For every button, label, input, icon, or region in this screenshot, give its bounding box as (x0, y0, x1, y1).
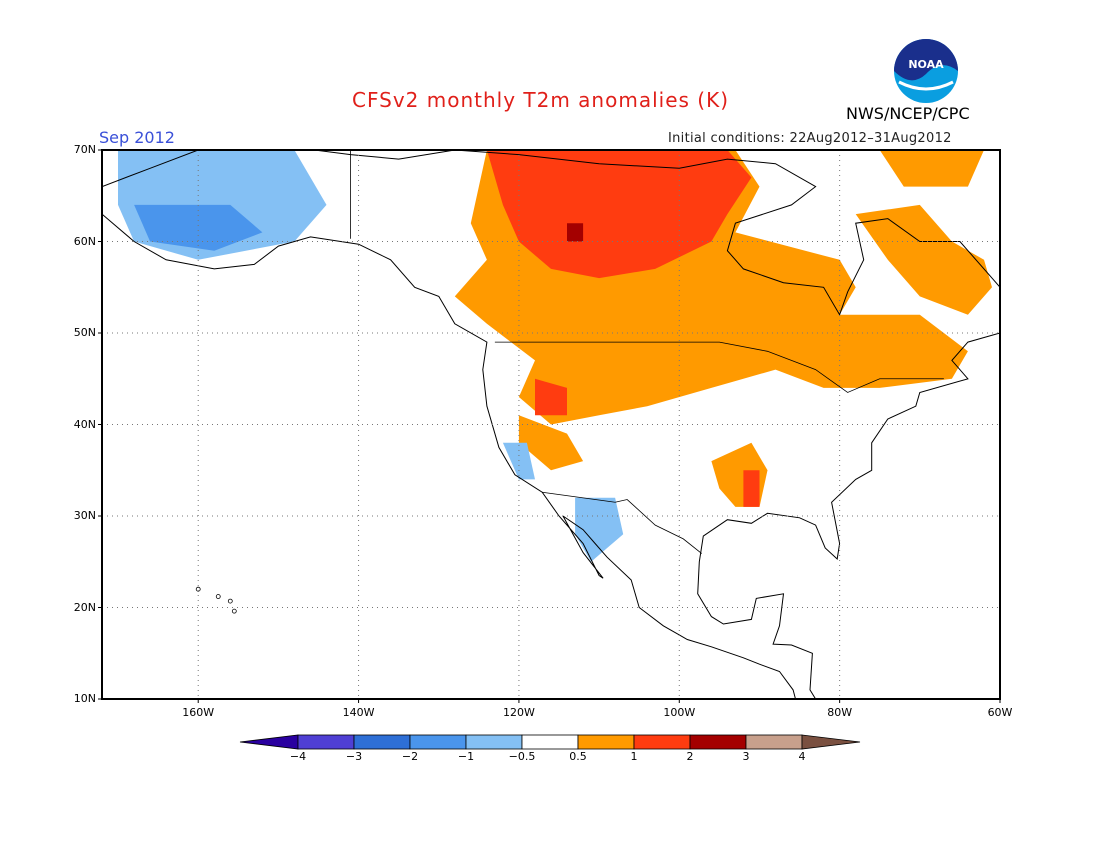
anomaly-region-6 (535, 378, 567, 416)
anomaly-region-12 (502, 442, 535, 480)
colorbar-label-6: 1 (630, 750, 638, 763)
month-label: Sep 2012 (99, 128, 175, 147)
initial-conditions-label: Initial conditions: 22Aug2012–31Aug2012 (668, 131, 952, 146)
colorbar-box-3 (409, 734, 467, 750)
colorbar-label-0: −4 (289, 750, 307, 763)
colorbar-box-4 (465, 734, 523, 750)
hawaii-island-0 (195, 586, 201, 592)
colorbar-label-3: −1 (457, 750, 475, 763)
lon-label-5: 60W (987, 706, 1013, 719)
hawaii-island-2 (227, 598, 233, 604)
lat-label-6: 10N (73, 692, 96, 705)
lat-label-0: 70N (73, 143, 96, 156)
colorbar-box-2 (353, 734, 411, 750)
lat-label-4: 30N (73, 509, 96, 522)
anomaly-region-8 (567, 223, 584, 242)
hawaii-island-1 (215, 594, 221, 599)
colorbar-label-4: −0.5 (508, 750, 536, 763)
colorbar (239, 734, 861, 750)
us-mexico-border (542, 491, 702, 554)
lon-label-1: 140W (342, 706, 375, 719)
colorbar-box-8 (689, 734, 747, 750)
colorbar-label-7: 2 (686, 750, 694, 763)
colorbar-label-8: 3 (742, 750, 750, 763)
lon-label-2: 120W (502, 706, 535, 719)
colorbar-box-7 (633, 734, 691, 750)
coastline-1 (102, 213, 796, 699)
coastline-0 (102, 150, 1000, 699)
lat-label-1: 60N (73, 234, 96, 248)
colorbar-box-9 (745, 734, 803, 750)
logo-text: NOAA (908, 58, 944, 71)
anomaly-region-11 (575, 497, 624, 562)
organization-label: NWS/NCEP/CPC (846, 104, 970, 123)
hawaii-island-3 (231, 608, 237, 614)
anomaly-region-4 (518, 415, 584, 471)
colorbar-label-1: −3 (345, 750, 363, 763)
colorbar-box-6 (577, 734, 635, 750)
anomaly-region-2 (879, 150, 984, 187)
chart-title: CFSv2 monthly T2m anomalies (K) (352, 88, 729, 112)
lon-label-3: 100W (663, 706, 696, 719)
anomaly-region-7 (743, 470, 760, 507)
lat-label-3: 40N (73, 417, 96, 431)
lat-label-2: 50N (73, 326, 96, 339)
colorbar-label-9: 4 (798, 750, 806, 763)
anomaly-layer (102, 150, 1000, 699)
lon-label-0: 160W (182, 706, 215, 719)
noaa-logo: NOAA (893, 38, 959, 104)
anomaly-region-5 (486, 150, 752, 279)
colorbar-label-2: −2 (401, 750, 419, 763)
anomaly-region-10 (134, 204, 263, 251)
colorbar-label-5: 0.5 (569, 750, 587, 763)
anomaly-region-1 (855, 204, 992, 315)
lon-label-4: 80W (827, 706, 853, 719)
us-canada-border (494, 341, 944, 393)
colorbar-box-5 (521, 734, 579, 750)
colorbar-high-arrow (801, 734, 861, 750)
colorbar-box-1 (297, 734, 355, 750)
lat-label-5: 20N (73, 600, 96, 614)
colorbar-low-arrow (239, 734, 299, 750)
